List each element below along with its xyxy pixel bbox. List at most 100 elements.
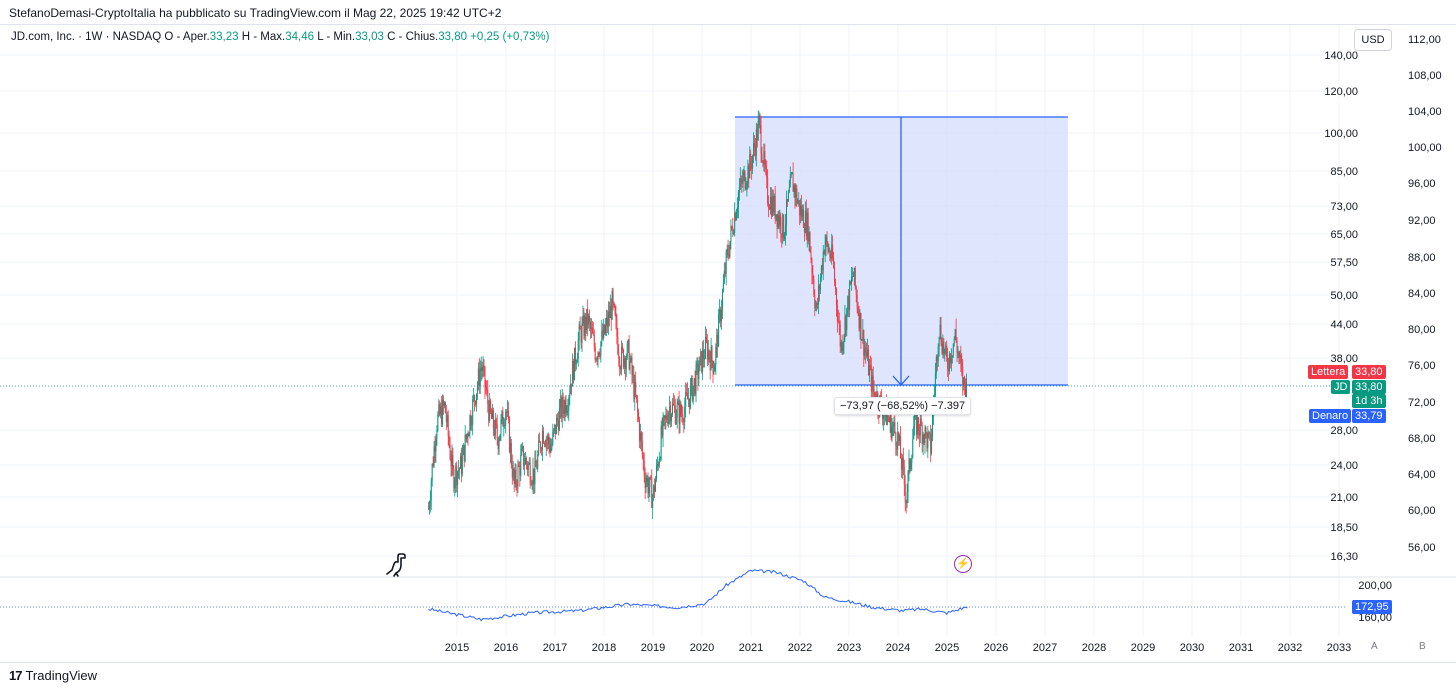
candle-body [654, 485, 656, 492]
right-price-tick: 92,00 [1408, 215, 1436, 227]
candle-body [471, 424, 473, 426]
candle-body [486, 389, 488, 391]
indicator-value-badge: 172,95 [1352, 600, 1392, 614]
candle-body [673, 404, 675, 406]
right-price-tick: 88,00 [1408, 252, 1436, 264]
indicator-tick: 200,00 [1358, 580, 1392, 592]
candle-body [696, 363, 698, 365]
candle-body [553, 429, 555, 432]
candle-body [947, 357, 949, 369]
candle-body [559, 398, 561, 408]
candle-body [636, 395, 638, 400]
candle-body [910, 463, 912, 470]
candle-body [908, 458, 910, 472]
candle-body [738, 187, 740, 193]
candle-body [831, 244, 833, 259]
candle-body [683, 421, 685, 423]
candle-body [743, 171, 745, 176]
candle-body [790, 174, 792, 177]
candle-body [771, 196, 773, 216]
candle-body [716, 334, 718, 347]
candle-body [442, 399, 444, 425]
candle-body [725, 251, 727, 275]
candle-body [754, 146, 756, 156]
countdown-badge: 1d 3h [1352, 394, 1386, 408]
low-label: L - Min. [317, 31, 356, 43]
candle-body [504, 424, 506, 426]
candle-body [720, 309, 722, 322]
candle-body [652, 497, 654, 508]
candle-body [478, 368, 480, 386]
candle-body [658, 458, 660, 467]
candle-body [871, 375, 873, 392]
candle-body [540, 449, 542, 451]
candle-body [631, 357, 633, 375]
candle-body [859, 313, 861, 329]
candle-body [704, 358, 706, 360]
log-scale-button[interactable]: B [1419, 641, 1426, 652]
candle-body [521, 448, 523, 456]
candle-body [617, 336, 619, 354]
candle-body [932, 414, 934, 437]
brand-name: TradingView [25, 668, 98, 683]
candle-body [488, 404, 490, 422]
candle-body [928, 432, 930, 434]
candle-body [803, 227, 805, 233]
candle-body [589, 321, 591, 330]
candle-body [642, 454, 644, 461]
candle-body [821, 265, 823, 271]
candle-body [863, 330, 865, 356]
lightning-icon[interactable]: ⚡ [954, 555, 972, 573]
auto-scale-button[interactable]: A [1371, 641, 1378, 652]
candle-body [922, 434, 924, 445]
candle-body [510, 443, 512, 465]
candle-body [838, 321, 840, 325]
right-price-tick: 60,00 [1408, 505, 1436, 517]
candle-body [904, 484, 906, 502]
candle-body [689, 385, 691, 408]
candle-body [730, 226, 732, 242]
candle-body [745, 187, 747, 189]
candle-body [447, 415, 449, 436]
right-price-tick: 72,00 [1408, 397, 1436, 409]
candle-body [759, 115, 761, 126]
candle-body [798, 200, 800, 202]
candle-body [715, 346, 717, 366]
candle-body [474, 395, 476, 401]
candle-body [847, 296, 849, 309]
candle-body [711, 346, 713, 361]
candle-body [834, 267, 836, 282]
candle-body [810, 252, 812, 261]
candle-body [531, 483, 533, 485]
candle-body [489, 400, 491, 422]
candle-body [824, 244, 826, 254]
candle-body [748, 165, 750, 179]
candle-body [830, 256, 832, 259]
candle-body [943, 341, 945, 354]
candle-body [721, 291, 723, 310]
candle-body [923, 434, 925, 443]
currency-button[interactable]: USD [1354, 29, 1392, 51]
year-tick: 2018 [592, 642, 616, 654]
candle-body [774, 195, 776, 219]
denaro-value: 33,79 [1352, 409, 1386, 423]
candle-body [852, 276, 854, 278]
tradingview-brand[interactable]: 17 TradingView [9, 668, 97, 683]
candle-body [851, 276, 853, 284]
candle-body [623, 358, 625, 368]
candle-body [800, 205, 802, 216]
candle-body [533, 468, 535, 485]
year-tick: 2032 [1278, 642, 1302, 654]
candle-body [866, 352, 868, 357]
candle-body [634, 382, 636, 400]
candle-body [557, 417, 559, 421]
candle-body [744, 171, 746, 189]
candle-body [655, 464, 657, 480]
candle-body [492, 409, 494, 429]
lettera-value: 33,80 [1352, 365, 1386, 379]
candle-body [936, 356, 938, 362]
dinosaur-icon[interactable] [384, 552, 410, 578]
candle-body [439, 404, 441, 415]
candle-body [835, 289, 837, 307]
